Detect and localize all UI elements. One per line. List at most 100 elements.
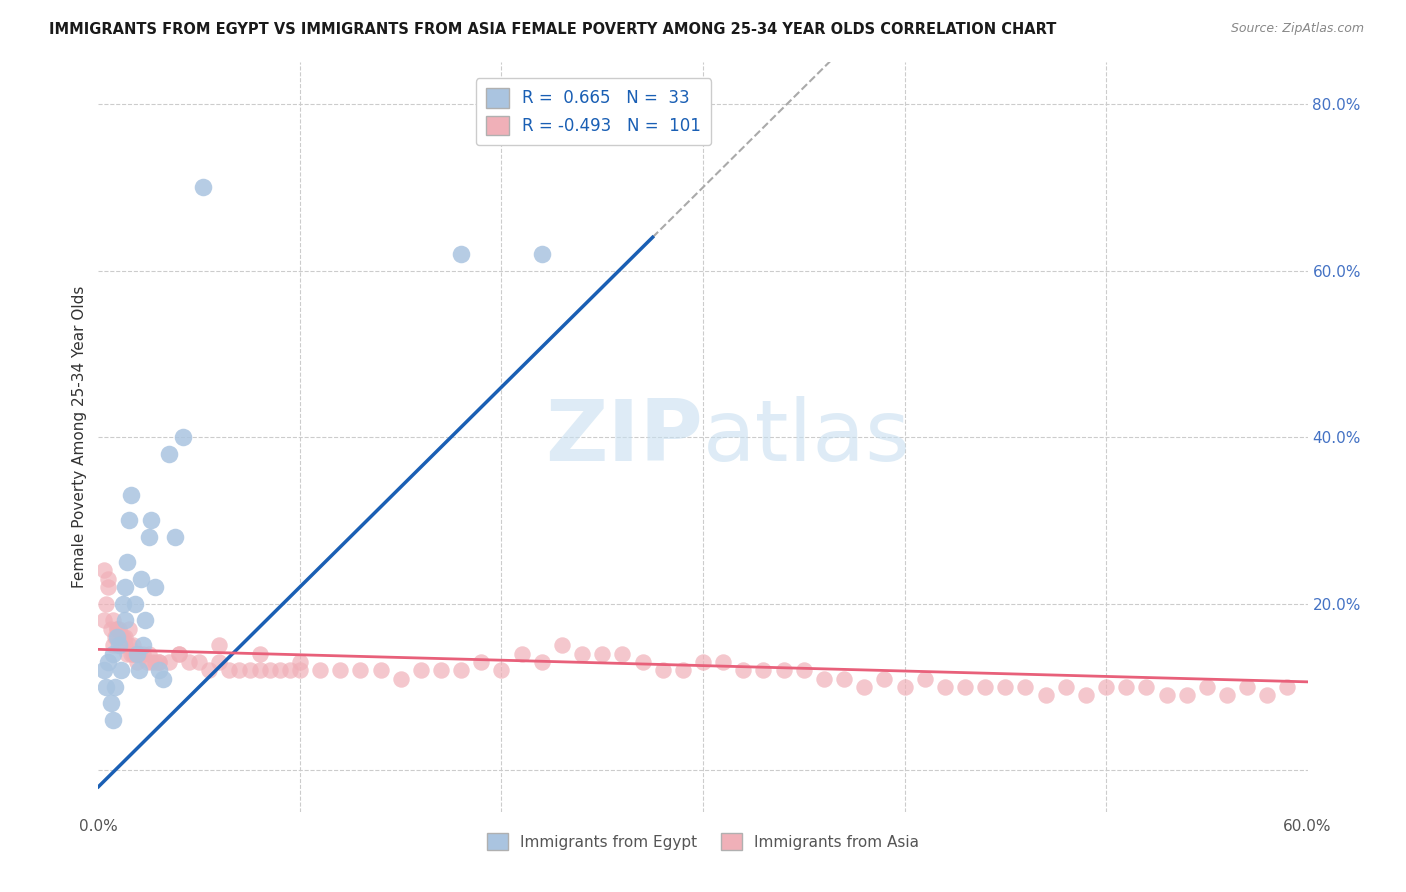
Point xyxy=(163,530,186,544)
Point xyxy=(1236,680,1258,694)
Point xyxy=(1195,680,1218,694)
Point xyxy=(111,630,134,644)
Point xyxy=(148,655,170,669)
Point xyxy=(1095,680,1118,694)
Point xyxy=(733,663,755,677)
Point xyxy=(389,672,412,686)
Point xyxy=(793,663,815,677)
Point xyxy=(107,638,129,652)
Point xyxy=(100,697,122,711)
Point xyxy=(259,663,281,677)
Point xyxy=(97,572,120,586)
Point xyxy=(148,663,170,677)
Point xyxy=(651,663,673,677)
Point xyxy=(1277,680,1299,694)
Point xyxy=(125,647,148,661)
Point xyxy=(218,663,240,677)
Point xyxy=(96,680,118,694)
Point xyxy=(1216,688,1239,702)
Point xyxy=(110,663,132,677)
Point xyxy=(409,663,432,677)
Point xyxy=(470,655,492,669)
Point xyxy=(118,638,141,652)
Point xyxy=(114,638,136,652)
Text: atlas: atlas xyxy=(703,395,911,479)
Point xyxy=(309,663,332,677)
Legend: Immigrants from Egypt, Immigrants from Asia: Immigrants from Egypt, Immigrants from A… xyxy=(481,827,925,856)
Point xyxy=(132,647,155,661)
Point xyxy=(914,672,936,686)
Text: IMMIGRANTS FROM EGYPT VS IMMIGRANTS FROM ASIA FEMALE POVERTY AMONG 25-34 YEAR OL: IMMIGRANTS FROM EGYPT VS IMMIGRANTS FROM… xyxy=(49,22,1056,37)
Point xyxy=(148,655,170,669)
Point xyxy=(105,622,128,636)
Point xyxy=(125,655,148,669)
Point xyxy=(179,655,201,669)
Point xyxy=(349,663,371,677)
Point xyxy=(172,430,194,444)
Point xyxy=(1156,688,1178,702)
Point xyxy=(110,630,132,644)
Point xyxy=(138,647,160,661)
Point xyxy=(612,647,634,661)
Point xyxy=(96,597,118,611)
Point xyxy=(711,655,734,669)
Point xyxy=(974,680,997,694)
Point xyxy=(129,572,152,586)
Point xyxy=(631,655,654,669)
Point xyxy=(450,247,472,261)
Point xyxy=(157,447,180,461)
Point xyxy=(288,663,311,677)
Point xyxy=(249,647,271,661)
Point xyxy=(1074,688,1097,702)
Point xyxy=(193,180,215,194)
Point xyxy=(100,622,122,636)
Point xyxy=(105,630,128,644)
Point xyxy=(530,655,553,669)
Point xyxy=(143,580,166,594)
Point xyxy=(111,597,134,611)
Point xyxy=(115,647,138,661)
Point xyxy=(97,580,120,594)
Point xyxy=(228,663,250,677)
Point xyxy=(93,613,115,627)
Point xyxy=(152,672,174,686)
Point xyxy=(772,663,794,677)
Point xyxy=(93,663,115,677)
Point xyxy=(114,580,136,594)
Point xyxy=(934,680,956,694)
Text: Source: ZipAtlas.com: Source: ZipAtlas.com xyxy=(1230,22,1364,36)
Point xyxy=(873,672,896,686)
Point xyxy=(288,655,311,669)
Point xyxy=(491,663,513,677)
Point xyxy=(97,655,120,669)
Point xyxy=(813,672,835,686)
Point xyxy=(953,680,976,694)
Point xyxy=(139,513,162,527)
Point xyxy=(1115,680,1137,694)
Point xyxy=(832,672,855,686)
Text: ZIP: ZIP xyxy=(546,395,703,479)
Point xyxy=(105,622,128,636)
Point xyxy=(994,680,1017,694)
Point xyxy=(128,647,150,661)
Point xyxy=(198,663,221,677)
Point xyxy=(278,663,301,677)
Point xyxy=(893,680,915,694)
Point xyxy=(124,597,146,611)
Point xyxy=(1135,680,1157,694)
Point xyxy=(269,663,291,677)
Point xyxy=(134,613,156,627)
Point xyxy=(101,713,124,727)
Point xyxy=(1014,680,1036,694)
Point xyxy=(121,638,143,652)
Point xyxy=(114,630,136,644)
Point xyxy=(128,663,150,677)
Point xyxy=(167,647,190,661)
Point xyxy=(128,647,150,661)
Point xyxy=(208,655,231,669)
Point xyxy=(118,622,141,636)
Point xyxy=(551,638,574,652)
Point xyxy=(239,663,262,677)
Point xyxy=(120,488,142,502)
Point xyxy=(115,555,138,569)
